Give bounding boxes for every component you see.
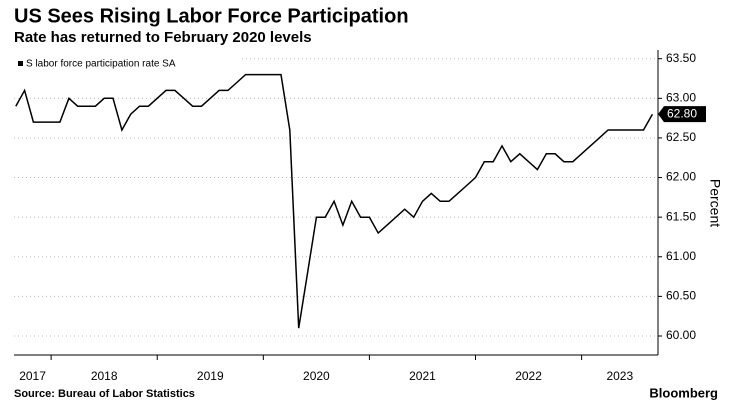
last-value-box (658, 106, 706, 123)
x-tick-label: 2020 (303, 369, 330, 383)
last-value-label: 62.80 (667, 106, 697, 120)
x-tick-label: 2019 (197, 369, 224, 383)
x-tick-label: 2021 (409, 369, 436, 383)
line (15, 73, 654, 329)
y-tick-label: 61.50 (666, 209, 696, 223)
source: Source: Bureau of Labor Statistics (14, 388, 195, 400)
y-tick-label: 60.00 (666, 328, 696, 342)
legend-box (14, 56, 240, 72)
y-axis-label: Percent (707, 179, 723, 227)
y-tick-label: 60.50 (666, 289, 696, 303)
chart-subtitle: Rate has returned to February 2020 level… (14, 29, 312, 46)
chart-title: US Sees Rising Labor Force Participation (14, 5, 409, 27)
y-tick-label: 62.50 (666, 130, 696, 144)
legend-swatch (18, 61, 23, 66)
y-tick-label: 63.00 (666, 90, 696, 104)
y-tick-label: 62.00 (666, 170, 696, 184)
legend-label: S labor force participation rate SA (26, 59, 176, 70)
brand: Bloomberg (649, 385, 718, 400)
x-tick-label: 2022 (515, 369, 542, 383)
overlay: 60.00 60.50 61.00 61.50 62.00 62.50 63.00 63.50… (14, 50, 706, 383)
y-tick-label: 61.00 (666, 249, 696, 263)
x-tick-label: 2023 (606, 369, 633, 383)
y-tick-label: 63.50 (666, 51, 696, 65)
x-tick-label: 2017 (19, 369, 46, 383)
x-tick-label: 2018 (91, 369, 118, 383)
